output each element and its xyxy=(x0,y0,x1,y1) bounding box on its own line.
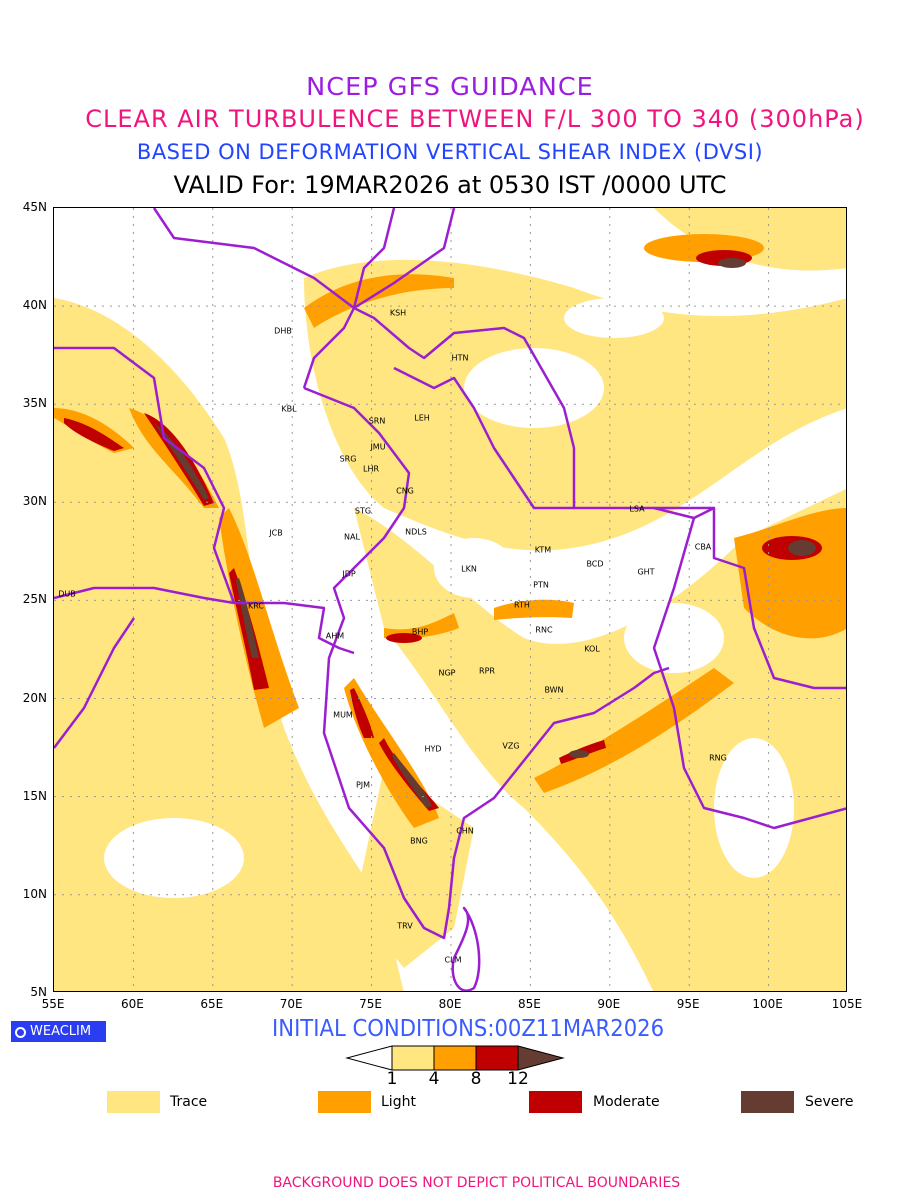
station-label: NGP xyxy=(438,668,456,678)
station-label: LEH xyxy=(414,413,430,423)
valid-time: VALID For: 19MAR2026 at 0530 IST /0000 U… xyxy=(173,171,727,199)
logo-circle-icon xyxy=(15,1027,26,1038)
station-label: KRC xyxy=(248,601,264,611)
station-label: RPR xyxy=(479,666,495,676)
legend-label-light: Light xyxy=(381,1094,416,1110)
station-label: JDP xyxy=(342,569,356,579)
station-label: SRG xyxy=(339,454,357,464)
legend-label-moderate: Moderate xyxy=(593,1094,660,1110)
logo-text: WEACLIM xyxy=(30,1024,92,1039)
station-label: LKN xyxy=(461,564,477,574)
station-label: TRV xyxy=(397,921,413,931)
colorbar-severe xyxy=(517,1045,565,1071)
station-label: BWN xyxy=(544,685,564,695)
weaclim-logo: WEACLIM xyxy=(11,1021,106,1042)
station-label: RNG xyxy=(709,753,727,763)
latitude-label: 35N xyxy=(22,396,47,411)
latitude-label: 25N xyxy=(22,592,47,607)
station-label: GHT xyxy=(637,567,655,577)
trace-areas xyxy=(54,208,846,991)
station-label: BNG xyxy=(410,836,428,846)
disclaimer: BACKGROUND DOES NOT DEPICT POLITICAL BOU… xyxy=(272,1175,681,1191)
legend-label-trace: Trace xyxy=(170,1094,208,1110)
station-label: JMU xyxy=(370,442,386,452)
station-label: CNG xyxy=(396,486,414,496)
station-label: KSH xyxy=(389,308,407,318)
station-label: JCB xyxy=(269,528,283,538)
station-label: KTM xyxy=(534,545,552,555)
station-label: NAL xyxy=(344,532,360,542)
station-label: BHP xyxy=(411,627,429,637)
colorbar-moderate xyxy=(475,1045,519,1071)
longitude-label: 65E xyxy=(200,997,224,1011)
legend-label-severe: Severe xyxy=(805,1094,854,1110)
longitude-label: 85E xyxy=(517,997,541,1011)
latitude-label: 40N xyxy=(22,298,47,313)
longitude-label: 95E xyxy=(676,997,700,1011)
latitude-label: 10N xyxy=(22,886,47,901)
legend-swatch-moderate xyxy=(529,1091,582,1113)
longitude-label: 90E xyxy=(597,997,621,1011)
legend-swatch-light xyxy=(318,1091,371,1113)
longitude-label: 80E xyxy=(438,997,462,1011)
station-label: DHB xyxy=(274,326,292,336)
station-label: PTN xyxy=(533,580,549,590)
colorbar-trace xyxy=(391,1045,435,1071)
latitude-label: 30N xyxy=(22,494,47,509)
station-label: STG xyxy=(354,506,372,516)
longitude-label: 60E xyxy=(120,997,144,1011)
clear-gaps xyxy=(104,248,794,898)
colorbar xyxy=(345,1045,565,1071)
station-label: NDLS xyxy=(405,527,427,537)
station-label: HTN xyxy=(451,353,469,363)
station-label: HYD xyxy=(424,744,442,754)
legend-swatch-severe xyxy=(741,1091,794,1113)
station-label: CLM xyxy=(444,955,462,965)
latitude-label: 20N xyxy=(22,690,47,705)
longitude-label: 55E xyxy=(41,997,65,1011)
station-label: SRN xyxy=(368,416,386,426)
colorbar-tick: 1 xyxy=(386,1069,398,1089)
longitude-label: 75E xyxy=(359,997,383,1011)
colorbar-under xyxy=(345,1045,393,1071)
colorbar-light xyxy=(433,1045,477,1071)
turbulence-map: KSH DHB HTN KBL SRN LEH JMU SRG LHR CNG STG NDLS JCB… xyxy=(53,207,847,992)
longitude-label: 70E xyxy=(279,997,303,1011)
longitude-label: 105E xyxy=(831,997,863,1011)
station-label: RNC xyxy=(535,625,553,635)
longitude-label: 100E xyxy=(752,997,783,1011)
title-line-3: BASED ON DEFORMATION VERTICAL SHEAR INDE… xyxy=(136,140,764,164)
latitude-label: 5N xyxy=(30,984,47,999)
station-label: KOL xyxy=(584,644,600,654)
station-label: AHM xyxy=(325,631,345,641)
station-label: VZG xyxy=(502,741,520,751)
title-line-1: NCEP GFS GUIDANCE xyxy=(306,72,594,101)
station-label: LHR xyxy=(362,464,380,474)
colorbar-tick: 8 xyxy=(470,1069,482,1089)
station-label: CBA xyxy=(694,542,712,552)
station-label: PJM xyxy=(355,780,371,790)
station-label: CHN xyxy=(456,826,474,836)
station-label: BCD xyxy=(586,559,604,569)
station-label: MUM xyxy=(333,710,353,720)
station-label: KBL xyxy=(281,404,297,414)
colorbar-tick: 12 xyxy=(507,1069,529,1089)
boundaries xyxy=(54,208,846,991)
title-line-2: CLEAR AIR TURBULENCE BETWEEN F/L 300 TO … xyxy=(85,105,865,133)
station-label: RTH xyxy=(514,600,530,610)
legend-swatch-trace xyxy=(107,1091,160,1113)
station-label: LSA xyxy=(629,504,645,514)
initial-conditions: INITIAL CONDITIONS:00Z11MAR2026 xyxy=(272,1016,665,1042)
station-label: DUB xyxy=(58,589,76,599)
map-canvas xyxy=(54,208,846,991)
latitude-label: 45N xyxy=(22,200,47,214)
latitude-label: 15N xyxy=(22,788,47,803)
colorbar-tick: 4 xyxy=(428,1069,440,1089)
